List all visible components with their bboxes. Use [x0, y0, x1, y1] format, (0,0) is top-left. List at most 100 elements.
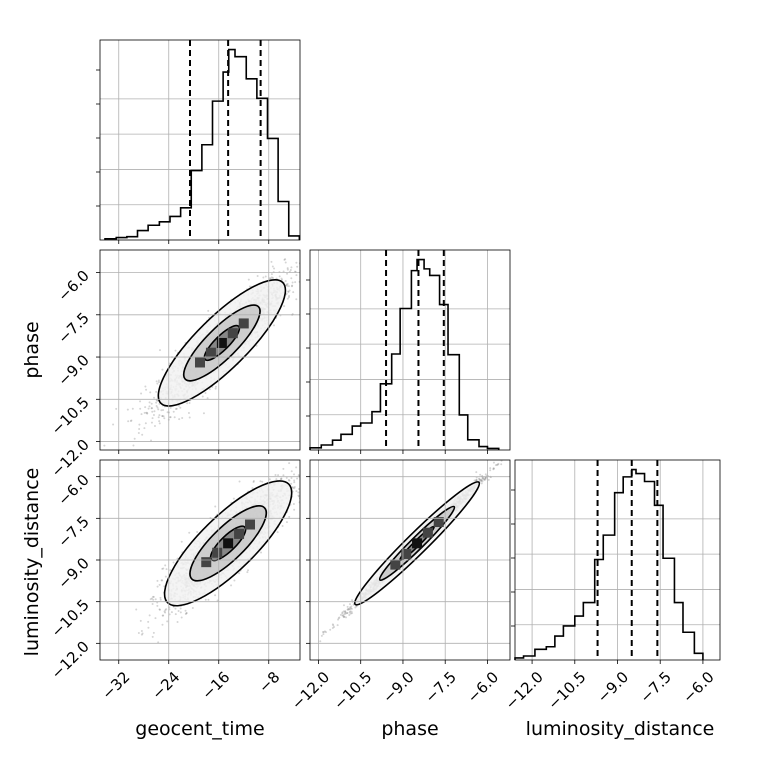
sample-point — [291, 487, 294, 490]
sample-point — [141, 433, 144, 436]
y-tick-label: −9.0 — [54, 351, 92, 389]
density-core-bin — [245, 519, 255, 530]
panels: −12.0−10.5 −9.0 −7.5 −6.0−12.0−10.5−9.0−7.5… — [48, 39, 721, 713]
sample-point — [186, 402, 189, 405]
sample-point — [284, 261, 287, 264]
sample-point — [126, 408, 129, 411]
sample-point — [256, 274, 259, 277]
sample-point — [308, 482, 310, 484]
sample-point — [248, 285, 251, 288]
sample-point — [247, 278, 250, 281]
sample-point — [169, 406, 172, 409]
density-core-bin — [201, 557, 212, 568]
sample-point — [161, 368, 164, 371]
sample-point — [214, 385, 217, 388]
sample-point — [164, 611, 167, 614]
sample-point — [287, 290, 290, 293]
sample-point — [161, 579, 164, 582]
sample-point — [214, 505, 217, 508]
sample-point — [153, 396, 156, 399]
sample-point — [290, 470, 293, 473]
sample-point — [140, 633, 143, 636]
sample-point — [144, 406, 147, 409]
sample-point — [349, 610, 352, 613]
sample-point — [165, 608, 168, 611]
density-core-bin — [234, 528, 245, 539]
sample-point — [500, 460, 503, 462]
sample-point — [150, 439, 153, 442]
sample-point — [178, 418, 181, 421]
sample-point — [260, 551, 263, 554]
sample-point — [287, 479, 290, 482]
x-tick-label: −12.0 — [502, 668, 547, 713]
histogram-luminosity_distance — [514, 468, 704, 660]
sample-point — [156, 382, 159, 385]
sample-point — [165, 568, 168, 571]
sample-point — [204, 598, 207, 601]
sample-point — [297, 474, 300, 477]
sample-point — [479, 478, 482, 481]
sample-point — [144, 422, 147, 425]
sample-point — [174, 613, 177, 616]
sample-point — [135, 608, 138, 611]
sample-point — [291, 281, 294, 284]
sample-point — [172, 410, 175, 413]
sample-point — [290, 482, 293, 485]
sample-point — [191, 607, 194, 610]
sample-point — [332, 624, 335, 627]
sample-point — [337, 618, 340, 621]
sample-point — [288, 462, 291, 465]
sample-point — [308, 268, 310, 270]
y-tick-label: −6.0 — [54, 267, 92, 305]
sample-point — [201, 395, 204, 398]
sample-point — [294, 281, 297, 284]
sample-point — [129, 420, 132, 423]
sample-point — [149, 598, 152, 601]
sample-point — [184, 609, 187, 612]
y-tick-label: −10.5 — [48, 393, 93, 438]
sample-point — [348, 603, 351, 606]
density-core-bin — [195, 357, 205, 368]
sample-point — [166, 620, 169, 623]
sample-point — [157, 381, 160, 384]
sample-point — [156, 585, 159, 588]
sample-point — [277, 474, 280, 477]
density-core-bin — [205, 347, 216, 358]
sample-point — [293, 479, 296, 482]
sample-point — [276, 531, 279, 534]
y-tick-label: −10.5 — [48, 596, 93, 641]
sample-point — [246, 571, 249, 574]
histogram-geocent_time — [104, 48, 301, 240]
sample-point — [285, 284, 288, 287]
sample-point — [526, 433, 528, 435]
sample-point — [303, 487, 305, 489]
sample-point — [138, 423, 141, 426]
sample-point — [131, 407, 134, 410]
sample-point — [117, 455, 119, 457]
sample-point — [290, 277, 293, 280]
sample-point — [158, 349, 161, 352]
sample-point — [279, 478, 282, 481]
sample-point — [147, 620, 150, 623]
sample-point — [158, 420, 161, 423]
scatter-geocent_time-luminosity_distance — [135, 462, 310, 644]
sample-point — [297, 487, 300, 490]
sample-point — [293, 487, 296, 490]
sample-point — [347, 607, 350, 610]
sample-point — [160, 579, 163, 582]
sample-point — [280, 477, 283, 480]
sample-point — [151, 602, 154, 605]
sample-point — [185, 612, 188, 615]
sample-point — [164, 609, 167, 612]
sample-point — [152, 631, 155, 634]
sample-point — [150, 402, 153, 405]
sample-point — [206, 397, 209, 400]
sample-point — [301, 476, 303, 478]
density-core-bin — [216, 337, 227, 348]
sample-point — [174, 607, 177, 610]
sample-point — [144, 385, 147, 388]
sample-point — [282, 474, 285, 477]
sample-point — [137, 431, 140, 434]
sample-point — [288, 515, 291, 518]
sample-point — [161, 414, 164, 417]
